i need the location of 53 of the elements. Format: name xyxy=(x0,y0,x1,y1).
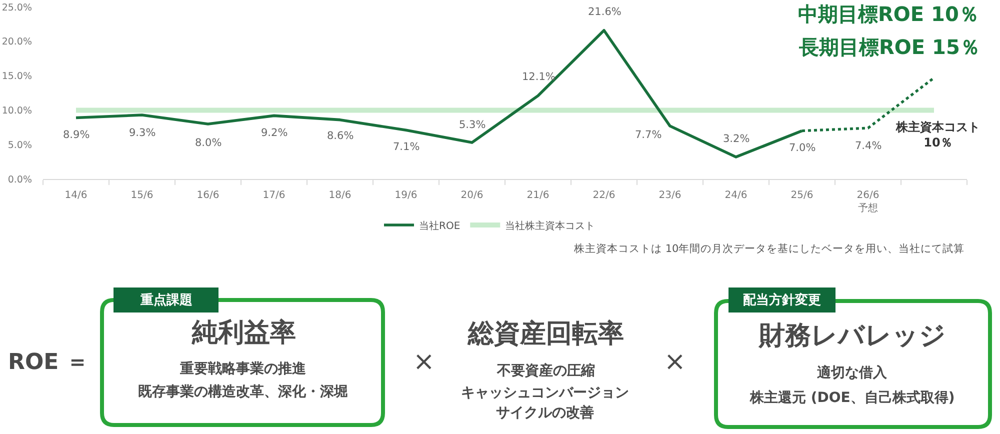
data-label: 8.6% xyxy=(327,130,354,142)
data-label: 5.3% xyxy=(459,119,486,131)
x-tick-label: 24/6 xyxy=(724,190,748,201)
text: サイクルの改善 xyxy=(496,404,594,421)
data-label: 8.0% xyxy=(195,137,222,149)
y-tick-label: 10.0% xyxy=(2,106,32,117)
x-tick-label: 18/6 xyxy=(328,190,352,201)
x-tick-label: 14/6 xyxy=(64,190,88,201)
annotation: 株主資本コスト 10％ xyxy=(895,120,980,150)
x-tick-label: 23/6 xyxy=(658,190,682,201)
x-tick-label: 15/6 xyxy=(130,190,154,201)
x-tick-label: 17/6 xyxy=(262,190,286,201)
annotation: 中期目標ROE 10％ xyxy=(798,2,979,26)
text: 配当方針変更 xyxy=(743,292,821,308)
text: 適切な借入 xyxy=(816,364,888,381)
text: 不要資産の圧縮 xyxy=(496,362,595,379)
data-label: 7.0% xyxy=(789,142,816,154)
data-label: 9.3% xyxy=(129,127,156,139)
text: 株主還元 (DOE、自己株式取得) xyxy=(749,389,955,406)
data-label: 21.6% xyxy=(588,6,622,18)
text: 財務レバレッジ xyxy=(758,321,946,351)
text: 既存事業の構造改革、深化・深堀 xyxy=(138,384,348,400)
text: 総資産回転率 xyxy=(467,319,624,349)
x-tick-label: 19/6 xyxy=(394,190,418,201)
legend-label: 当社ROE xyxy=(419,220,460,232)
x-tick-label: 20/6 xyxy=(460,190,484,201)
data-label: 12.1% xyxy=(522,71,556,83)
y-tick-label: 25.0% xyxy=(2,2,32,14)
x-tick-label: 26/6 予想 xyxy=(856,190,880,214)
y-tick-label: 15.0% xyxy=(2,71,32,82)
data-label: 3.2% xyxy=(723,133,750,145)
x-tick-label: 16/6 xyxy=(196,190,220,201)
text: ROE ＝ xyxy=(8,350,88,375)
text: 株主資本コストは 10年間の月次データを基にしたベータを用い、当社にて試算 xyxy=(573,242,965,255)
data-label: 9.2% xyxy=(261,127,288,139)
text: 重要戦略事業の推進 xyxy=(179,361,307,377)
data-label: 7.1% xyxy=(393,141,420,153)
y-tick-label: 0.0% xyxy=(8,174,32,186)
text: × xyxy=(413,347,435,377)
text: 純利益率 xyxy=(191,318,296,348)
data-label: 8.9% xyxy=(63,129,90,141)
x-tick-label: 22/6 xyxy=(592,190,616,201)
y-tick-label: 5.0% xyxy=(8,140,32,151)
y-tick-label: 20.0% xyxy=(2,36,32,48)
data-label: 7.4% xyxy=(855,140,882,152)
data-label: 7.7% xyxy=(635,129,662,141)
text: キャッシュコンバージョン xyxy=(461,385,629,401)
text: × xyxy=(664,347,686,377)
x-tick-label: 25/6 xyxy=(790,190,814,201)
text: 重点課題 xyxy=(140,292,192,308)
annotation: 長期目標ROE 15％ xyxy=(798,35,980,59)
legend-label: 当社株主資本コスト xyxy=(505,220,596,232)
x-tick-label: 21/6 xyxy=(526,190,550,201)
